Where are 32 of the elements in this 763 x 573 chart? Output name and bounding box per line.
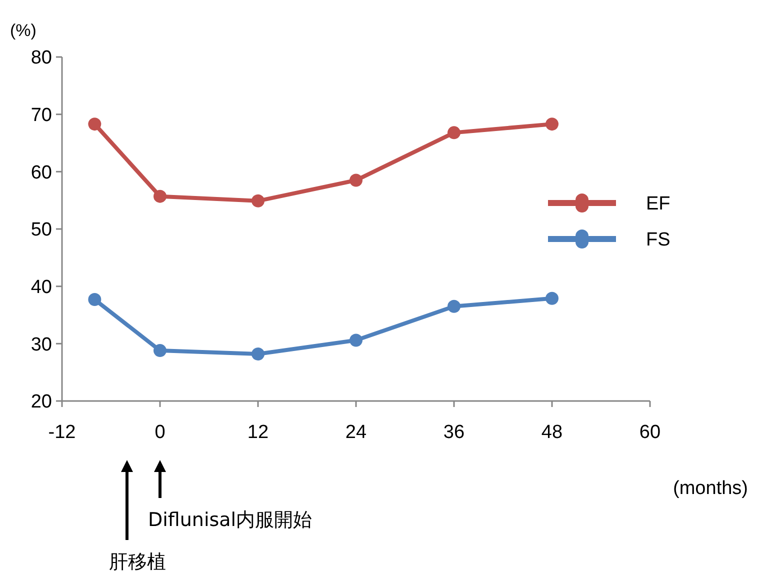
point [546,292,558,305]
point [154,190,166,203]
x-tick-label: 36 [443,422,465,443]
y-tick-label: 60 [30,162,52,184]
y-tick-label: 20 [30,392,52,413]
y-tick-label: 70 [30,104,52,126]
text: 肝移植 [109,551,166,573]
point [252,347,264,360]
x-axis-title: (months) [673,478,748,499]
x-tick-label: 48 [541,422,563,443]
legend-label: FS [646,230,670,251]
x-tick-label: 12 [247,422,269,443]
text: Diflunisal内服開始 [148,509,312,531]
point [448,126,460,140]
point [546,118,558,131]
y-tick-label: 30 [30,334,52,356]
point [88,293,102,306]
y-tick-label: 50 [30,220,52,241]
point [350,174,362,187]
x-tick-label: -12 [48,422,76,443]
x-tick-label: 60 [639,422,661,443]
legend-label: EF [646,194,670,215]
y-tick-label: 40 [30,276,52,298]
y-tick-label: 80 [30,48,52,69]
point [252,194,264,208]
point [350,334,362,347]
point [448,300,460,313]
y-axis-title: (%) [10,21,36,40]
x-tick-label: 0 [154,422,166,443]
x-tick-label: 24 [345,422,367,443]
point [154,344,166,358]
point [88,118,102,131]
